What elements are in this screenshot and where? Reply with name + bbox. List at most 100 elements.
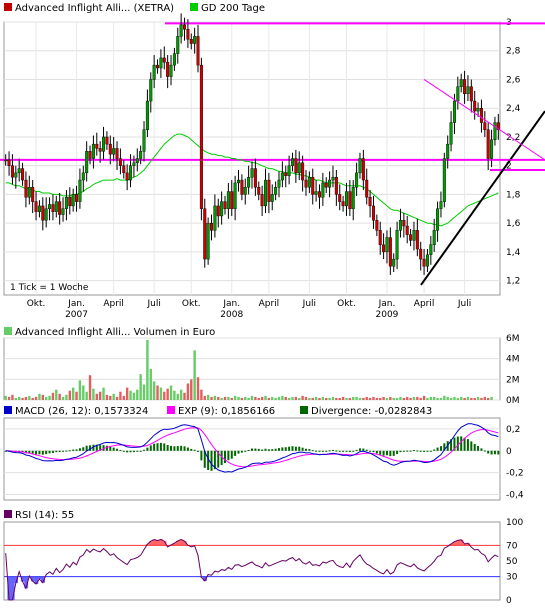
divergence-bar [328,450,331,452]
volume-bar [389,396,392,400]
volume-ytick-label: 6M [506,334,520,344]
rsi-oversold-area [7,576,12,600]
candle-body [75,194,79,202]
volume-bar [433,396,436,400]
divergence-bar [331,449,334,451]
candle-body [54,201,58,212]
candle-body [199,64,203,209]
divergence-bar [244,450,247,452]
volume-bar [382,396,385,400]
price-year-label: 2009 [376,310,399,320]
divergence-bar [247,449,250,451]
volume-bar [308,397,311,400]
candle-body [169,64,173,77]
volume-bar [473,397,476,400]
divergence-bar [220,450,223,466]
divergence-bar [240,450,243,453]
rsi-oversold-area [24,576,29,589]
divergence-bar [301,447,304,451]
divergence-bar [298,446,301,451]
volume-bar [449,397,453,400]
divergence-bar [62,450,65,452]
divergence-bar [338,450,341,452]
volume-bar [166,388,169,400]
volume-bar [58,393,61,400]
candle-body [277,179,281,188]
candle-body [95,143,99,149]
divergence-bar [429,450,432,452]
candle-body [409,234,413,241]
divergence-bar [345,450,348,452]
candle-body [125,172,129,181]
candle-body [405,225,409,235]
divergence-bar [58,450,61,453]
volume-bar [412,396,416,400]
macd-ytick-label: -0,2 [506,469,524,479]
volume-bar [227,396,230,400]
volume-bar [220,397,223,400]
divergence-bar [237,450,240,454]
divergence-bar [402,450,405,452]
volume-bar [439,397,443,400]
price-plot-area [3,21,501,296]
volume-bar [159,387,163,400]
divergence-bar [156,443,159,451]
volume-bar [355,396,358,400]
candle-body [27,187,31,198]
divergence-bar [159,442,162,451]
candle-body [85,151,89,174]
volume-bar [372,396,375,400]
volume-bar [244,396,247,400]
candle-body [250,168,254,178]
candle-body [361,158,365,181]
rsi-ytick-label: 0 [506,596,512,606]
divergence-bar [173,446,176,451]
divergence-bar [315,450,318,452]
divergence-bar [190,448,193,451]
candle-body [24,179,28,198]
candle-body [311,176,315,195]
volume-bar [331,396,335,400]
divergence-bar [304,448,307,451]
volume-bar [68,390,71,400]
volume-bar [14,397,18,400]
candle-body [213,205,217,231]
candle-body [280,172,284,181]
price-ytick-label: 2,6 [506,75,521,85]
volume-bar [466,396,470,400]
candle-body [179,24,183,37]
divergence-bar [355,449,358,451]
candle-body [186,28,190,40]
volume-bar [392,397,395,400]
divergence-bar [183,446,186,451]
legend-swatch-volume [4,327,12,335]
candle-body [479,108,483,123]
divergence-bar [136,450,139,452]
rsi-overbought-fill [7,539,471,600]
volume-bar [112,393,115,400]
price-year-label: 2007 [65,310,88,320]
volume-ytick-label: 0M [506,396,520,406]
volume-bar [375,397,379,400]
candle-body [37,205,41,212]
divergence-bar [379,450,382,455]
volume-bar [257,397,260,400]
volume-bar [486,397,490,400]
candle-body [68,197,72,207]
volume-bar [200,389,203,400]
divergence-bar [480,448,483,451]
volume-bar [98,391,102,400]
divergence-bar [365,449,368,451]
volume-bar [419,397,422,400]
divergence-bar [227,450,230,461]
divergence-bar [143,449,146,451]
candle-body [81,172,85,181]
divergence-bar [193,449,196,451]
macd-line [5,423,499,473]
divergence-bar [78,448,81,451]
volume-bar [402,397,406,400]
divergence-bar [24,450,27,454]
price-xtick-label: Okt. [182,299,201,309]
divergence-bar [321,450,324,452]
volume-bar [321,396,325,400]
